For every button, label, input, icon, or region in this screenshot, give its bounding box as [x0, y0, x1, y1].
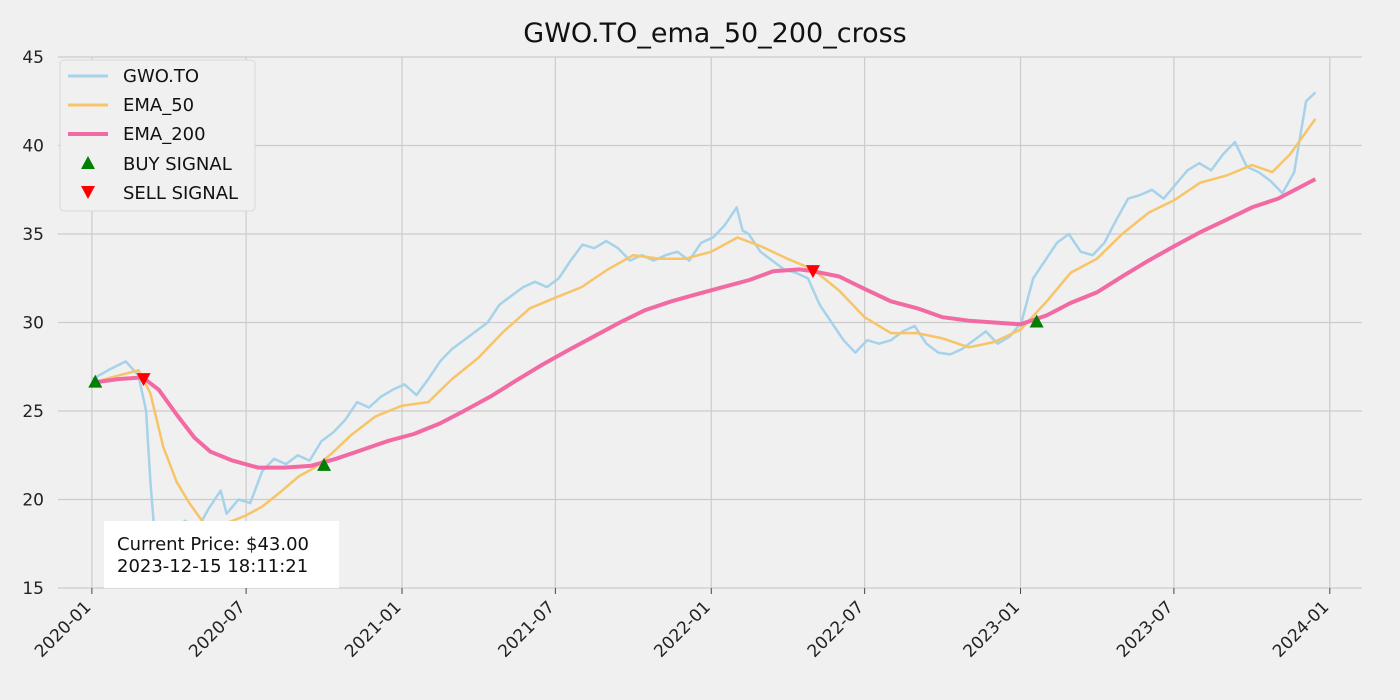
series-line-gwo	[92, 91, 1317, 546]
y-tick-label: 30	[22, 314, 44, 334]
legend-label-gwo: GWO.TO	[123, 66, 199, 87]
legend-label-buy: BUY SIGNAL	[123, 154, 232, 175]
y-tick-label: 35	[22, 225, 44, 245]
legend-label-ema200: EMA_200	[123, 124, 206, 145]
buy-signal-marker	[1029, 314, 1044, 328]
chart-title: GWO.TO_ema_50_200_cross	[523, 18, 906, 49]
legend-buy-icon	[81, 156, 95, 169]
y-tick-label: 15	[22, 579, 44, 599]
legend: GWO.TO EMA_50 EMA_200 BUY SIGNAL SELL SI…	[59, 59, 256, 212]
buy-signal-marker	[317, 457, 332, 471]
buy-signal-marker	[88, 374, 103, 388]
annotation-box	[104, 521, 339, 588]
sell-signal-marker	[805, 265, 820, 279]
legend-sell-icon	[81, 186, 95, 199]
price-annotation: Current Price: $43.00 2023-12-15 18:11:2…	[104, 521, 339, 588]
timestamp-text: 2023-12-15 18:11:21	[117, 556, 308, 577]
legend-label-ema50: EMA_50	[123, 95, 194, 116]
y-tick-label: 45	[22, 48, 44, 68]
y-tick-label: 20	[22, 491, 44, 511]
sell-signal-marker	[136, 373, 151, 387]
current-price-text: Current Price: $43.00	[117, 534, 309, 555]
legend-label-sell: SELL SIGNAL	[123, 183, 238, 204]
legend-box	[59, 59, 256, 212]
series-line-ema200	[92, 177, 1317, 470]
y-tick-label: 40	[22, 137, 44, 157]
y-tick-label: 25	[22, 402, 44, 422]
signal-markers	[88, 265, 1044, 471]
